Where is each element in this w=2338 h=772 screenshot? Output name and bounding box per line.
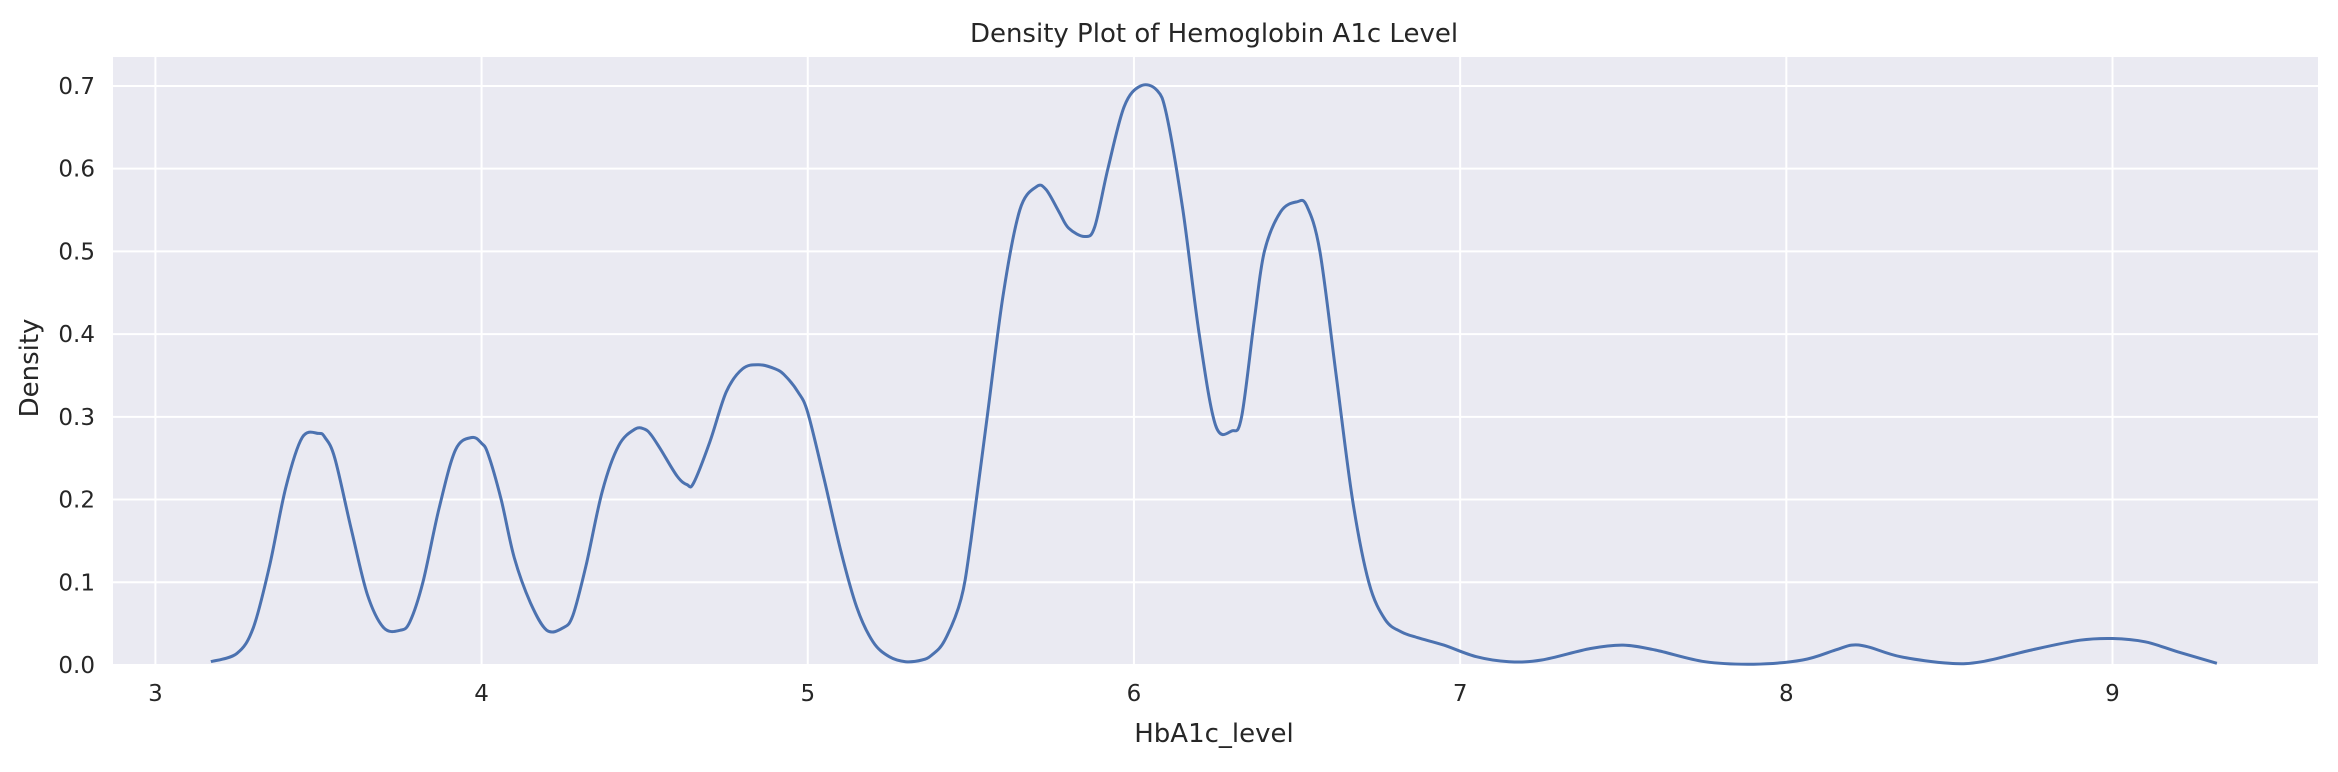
plot-area: [113, 57, 2318, 665]
x-tick-label: 4: [474, 681, 489, 707]
y-tick-label: 0.6: [58, 157, 95, 183]
x-tick-label: 5: [800, 681, 815, 707]
y-tick-labels: 0.0 0.1 0.2 0.3 0.4 0.5 0.6 0.7: [58, 74, 95, 679]
x-tick-label: 8: [1779, 681, 1794, 707]
x-gridlines: [154, 57, 2114, 665]
y-tick-label: 0.5: [58, 239, 95, 265]
y-tick-label: 0.0: [58, 653, 95, 679]
x-tick-label: 3: [148, 681, 163, 707]
y-axis-label: Density: [15, 319, 45, 418]
x-tick-label: 7: [1453, 681, 1468, 707]
y-tick-label: 0.2: [58, 488, 95, 514]
density-line: [210, 83, 2218, 666]
x-tick-label: 6: [1127, 681, 1142, 707]
x-tick-labels: 3 4 5 6 7 8 9: [148, 681, 2120, 707]
y-gridlines: [113, 84, 2318, 666]
x-axis-label: HbA1c_level: [1134, 719, 1294, 749]
x-tick-label: 9: [2105, 681, 2120, 707]
y-tick-label: 0.3: [58, 405, 95, 431]
chart-title: Density Plot of Hemoglobin A1c Level: [970, 19, 1458, 49]
y-tick-label: 0.4: [58, 322, 95, 348]
y-tick-label: 0.1: [58, 570, 95, 596]
y-tick-label: 0.7: [58, 74, 95, 100]
